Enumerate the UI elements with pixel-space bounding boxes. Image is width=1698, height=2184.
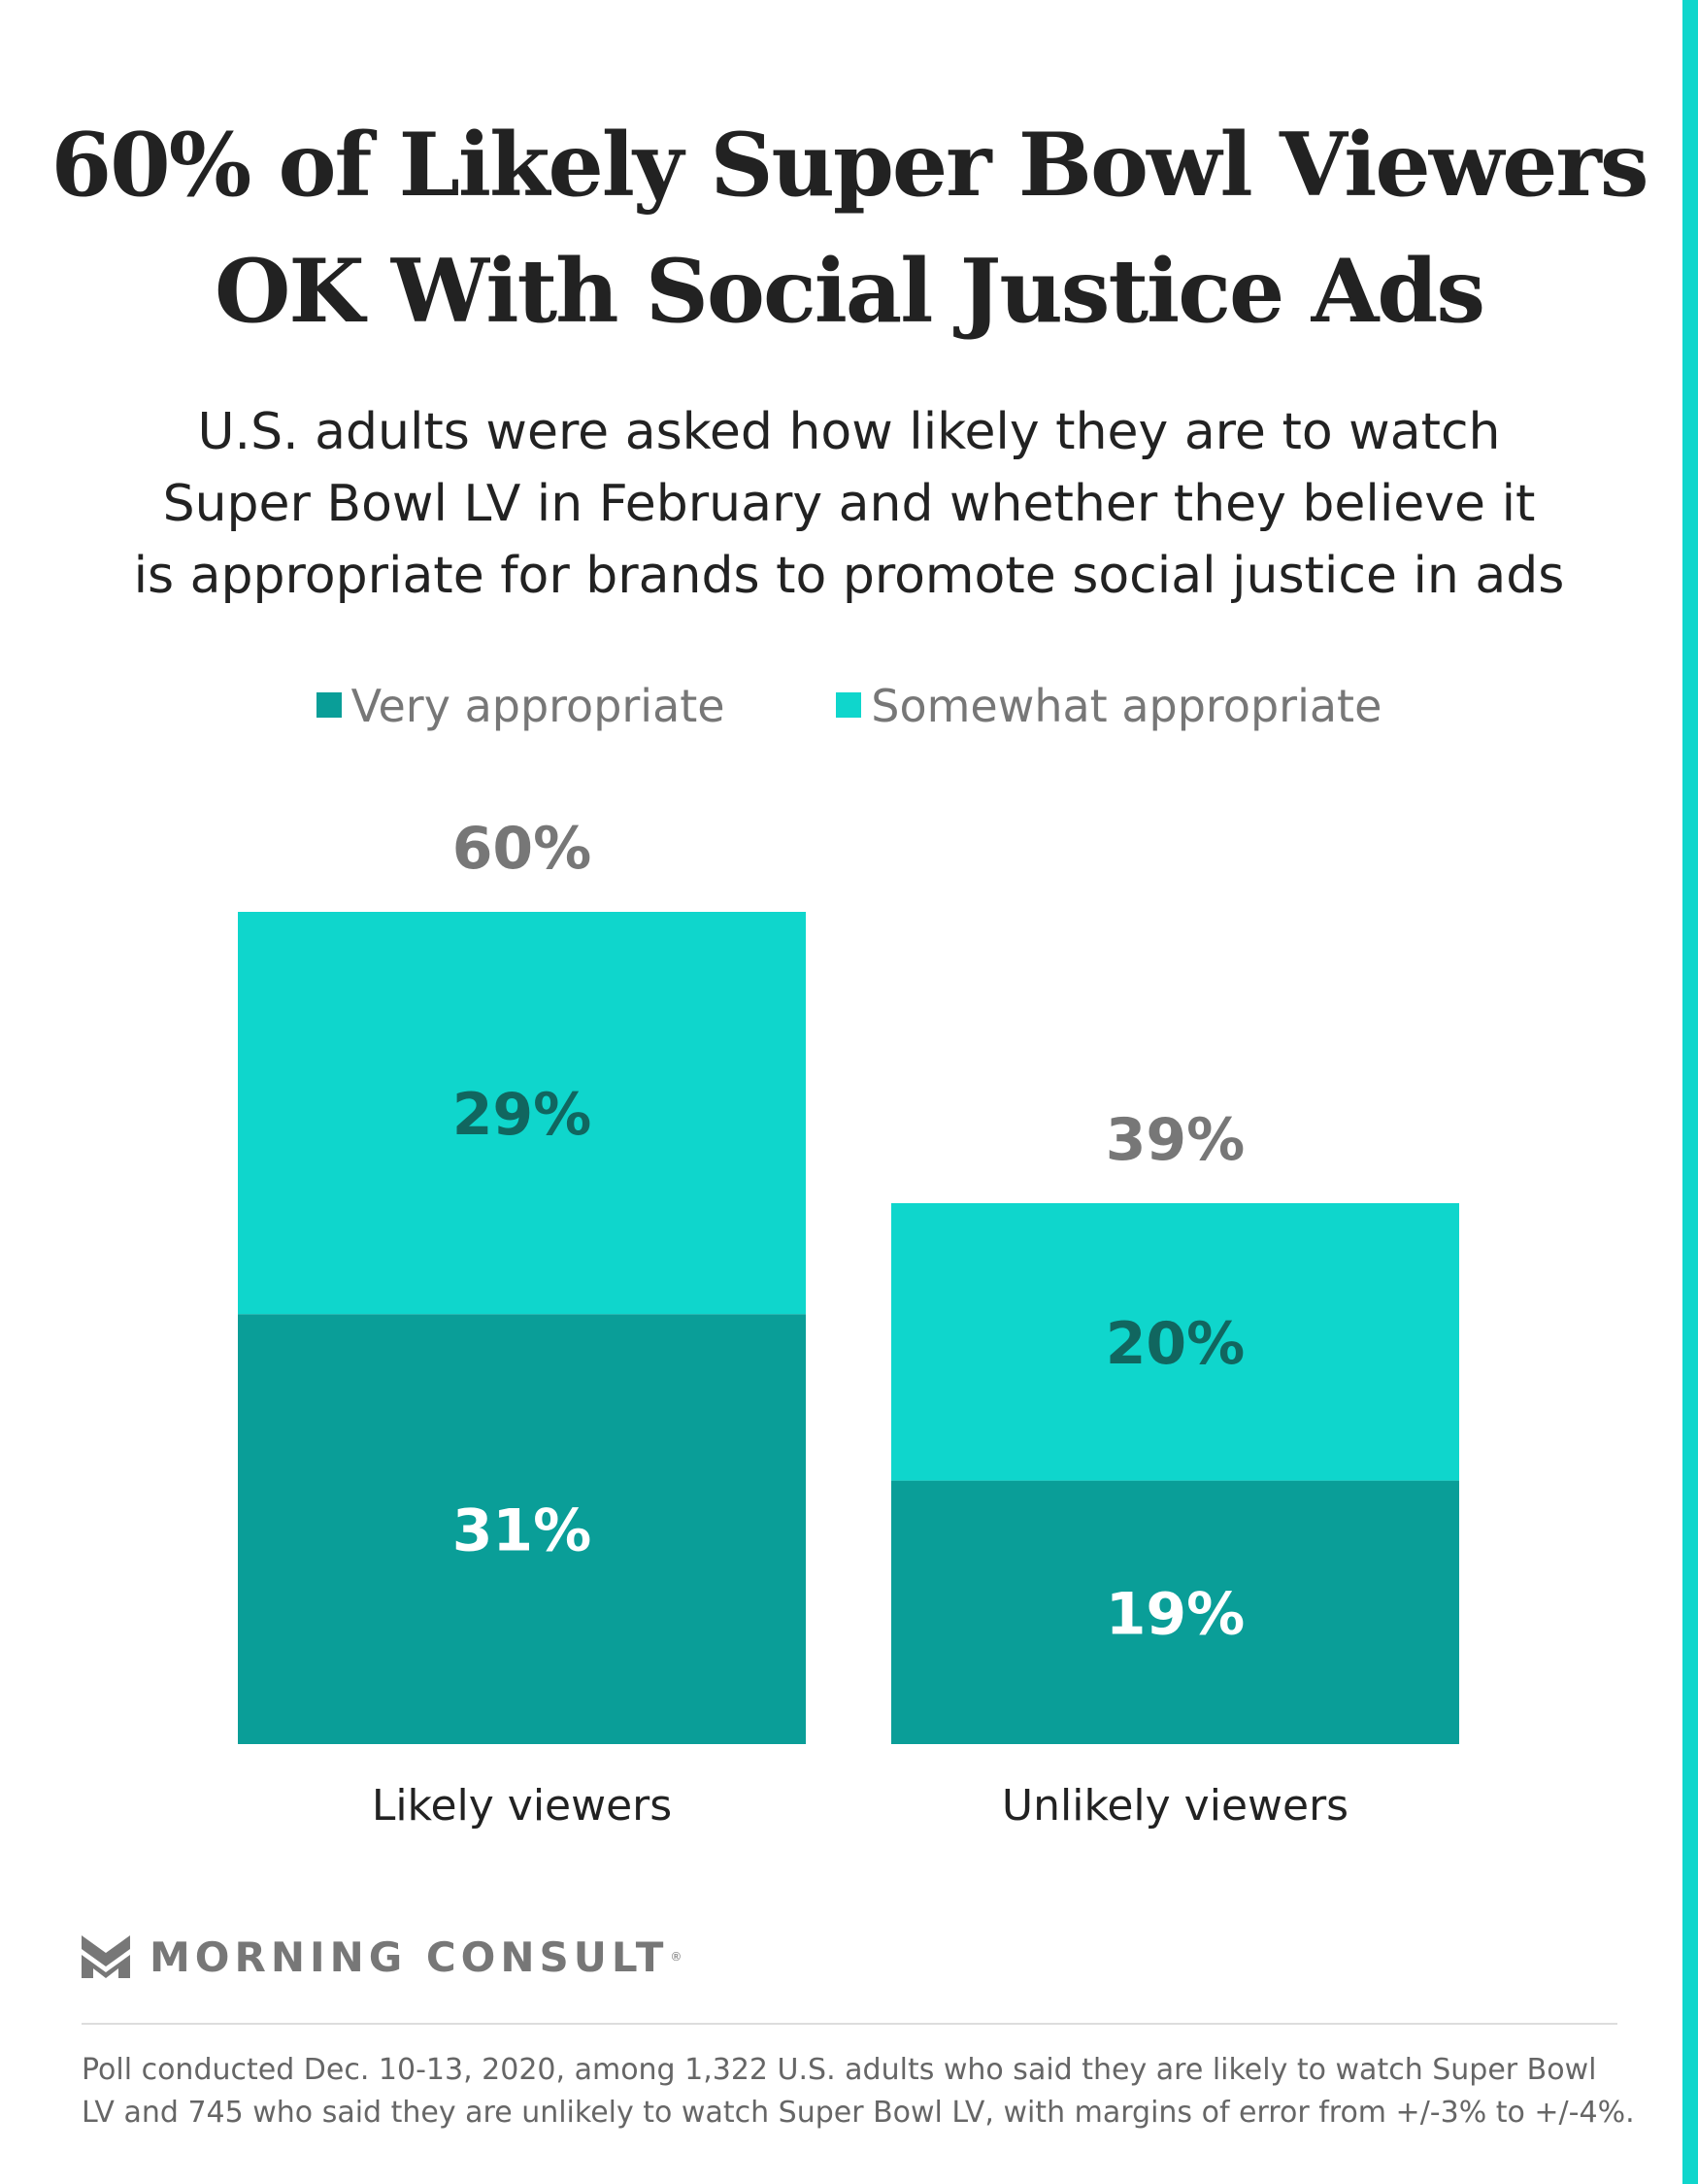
legend-swatch-very xyxy=(316,692,342,718)
total-label: 39% xyxy=(1106,1106,1246,1174)
brand-name: MORNING CONSULT xyxy=(150,1932,669,1981)
bar-segment-very xyxy=(891,1480,1459,1744)
bar-segment-somewhat xyxy=(891,1202,1459,1481)
data-label-somewhat: 29% xyxy=(452,1081,592,1149)
accent-stripe xyxy=(1682,0,1698,2184)
chart-subtitle-line: is appropriate for brands to promote soc… xyxy=(133,547,1565,605)
legend-label-very: Very appropriate xyxy=(350,680,725,732)
bar-segment-somewhat xyxy=(238,912,806,1315)
category-label: Unlikely viewers xyxy=(1002,1781,1348,1831)
footnote-line: LV and 745 who said they are unlikely to… xyxy=(82,2096,1635,2130)
brand-logo: MORNING CONSULT ® xyxy=(82,1932,682,1981)
chart-subtitle-line: Super Bowl LV in February and whether th… xyxy=(162,475,1536,533)
chart-subtitle: U.S. adults were asked how likely they a… xyxy=(58,396,1640,612)
brand-registered-mark: ® xyxy=(670,1950,683,1964)
chart-legend: Very appropriate Somewhat appropriate xyxy=(0,680,1698,732)
footnote: Poll conducted Dec. 10-13, 2020, among 1… xyxy=(82,2049,1635,2134)
morning-consult-logo-icon xyxy=(82,1935,130,1978)
chart-title-line: 60% of Likely Super Bowl Viewers xyxy=(50,114,1648,217)
legend-item-somewhat: Somewhat appropriate xyxy=(836,680,1382,732)
category-label: Likely viewers xyxy=(372,1781,672,1831)
footnote-line: Poll conducted Dec. 10-13, 2020, among 1… xyxy=(82,2053,1597,2087)
legend-swatch-somewhat xyxy=(836,692,862,718)
data-label-very: 31% xyxy=(452,1497,592,1565)
legend-item-very: Very appropriate xyxy=(316,680,725,732)
data-label-somewhat: 20% xyxy=(1106,1310,1246,1378)
bar-segment-very xyxy=(238,1314,806,1744)
data-label-very: 19% xyxy=(1106,1580,1246,1648)
chart-subtitle-line: U.S. adults were asked how likely they a… xyxy=(197,403,1501,461)
chart-title-line: OK With Social Justice Ads xyxy=(214,240,1485,343)
total-label: 60% xyxy=(452,815,592,883)
footer-divider xyxy=(82,2023,1617,2025)
chart-title: 60% of Likely Super Bowl Viewers OK With… xyxy=(0,102,1698,354)
legend-label-somewhat: Somewhat appropriate xyxy=(871,680,1382,732)
